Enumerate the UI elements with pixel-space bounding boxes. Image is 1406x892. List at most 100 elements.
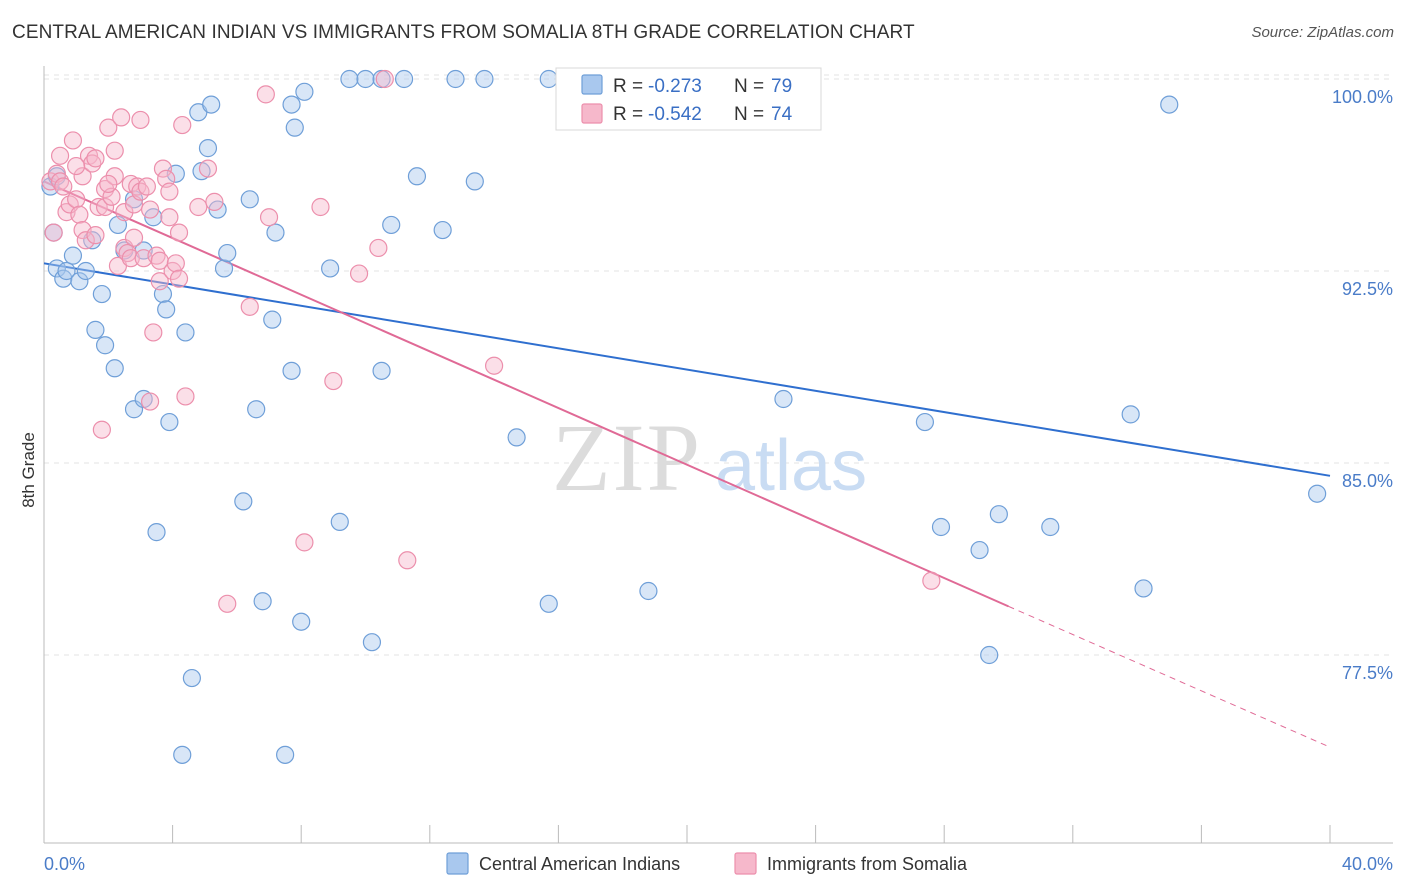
legend-label-central-american-indians: Central American Indians xyxy=(479,854,680,874)
immigrants-from-somalia-point-45 xyxy=(153,159,173,178)
immigrants-from-somalia-point-22 xyxy=(99,118,118,137)
source-label: Source: ZipAtlas.com xyxy=(1251,24,1394,41)
central-american-indians-point-61 xyxy=(475,69,494,89)
central-american-indians-point-49 xyxy=(330,512,349,531)
immigrants-from-somalia-point-72 xyxy=(169,269,189,288)
central-american-indians-point-60 xyxy=(465,172,484,191)
immigrants-from-somalia-point-40 xyxy=(140,200,160,219)
y-tick-label-2: 92.5% xyxy=(1342,279,1393,299)
central-american-indians-point-51 xyxy=(356,69,375,89)
central-american-indians-point-8 xyxy=(76,261,95,281)
central-american-indians-point-68 xyxy=(774,389,793,409)
immigrants-from-somalia-point-59 xyxy=(259,208,279,227)
series-central-american-indians xyxy=(41,69,1327,764)
central-american-indians-point-36 xyxy=(234,492,253,511)
central-american-indians-point-54 xyxy=(372,361,391,380)
immigrants-from-somalia-point-60 xyxy=(295,533,314,552)
x-tick-label-min: 0.0% xyxy=(44,854,85,874)
legend-label-immigrants-from-somalia: Immigrants from Somalia xyxy=(767,854,968,874)
immigrants-from-somalia-point-53 xyxy=(189,197,208,217)
central-american-indians-point-24 xyxy=(160,412,179,432)
central-american-indians-point-13 xyxy=(105,359,124,378)
stats-n-value-blue: 79 xyxy=(771,76,792,97)
central-american-indians-point-31 xyxy=(198,139,218,158)
immigrants-from-somalia-point-27 xyxy=(112,108,131,127)
watermark-atlas: atlas xyxy=(715,426,867,506)
immigrants-from-somalia-point-41 xyxy=(144,323,163,342)
central-american-indians-point-7 xyxy=(70,272,89,291)
immigrants-from-somalia-point-57 xyxy=(240,297,259,316)
central-american-indians-point-12 xyxy=(95,336,115,355)
immigrants-from-somalia-point-21 xyxy=(95,197,115,217)
central-american-indians-point-62 xyxy=(507,428,526,447)
central-american-indians-point-55 xyxy=(382,215,401,235)
central-american-indians-point-75 xyxy=(1121,405,1140,424)
immigrants-from-somalia-point-36 xyxy=(131,110,150,130)
central-american-indians-point-71 xyxy=(970,540,989,560)
central-american-indians-point-41 xyxy=(266,223,285,242)
immigrants-from-somalia-point-64 xyxy=(369,238,388,258)
immigrants-from-somalia-point-55 xyxy=(205,192,224,211)
central-american-indians-point-27 xyxy=(176,323,195,342)
immigrants-from-somalia-point-1 xyxy=(44,223,63,242)
immigrants-from-somalia-point-8 xyxy=(63,131,83,150)
grid-lines xyxy=(44,74,1393,656)
immigrants-from-somalia-point-58 xyxy=(256,85,275,104)
immigrants-from-somalia-point-62 xyxy=(324,371,343,391)
immigrants-from-somalia-point-30 xyxy=(118,243,137,263)
y-tick-label-0: 77.5% xyxy=(1342,663,1393,683)
immigrants-from-somalia-point-17 xyxy=(86,226,105,245)
central-american-indians-point-6 xyxy=(63,246,83,265)
central-american-indians-point-44 xyxy=(282,95,301,114)
stats-n-label-blue: N = xyxy=(734,76,764,97)
immigrants-from-somalia-point-4 xyxy=(50,146,70,165)
y-tick-label-3: 100.0% xyxy=(1332,87,1393,107)
trend-line-immigrants-from-somalia-extrapolated xyxy=(1008,605,1331,748)
immigrants-from-somalia-point-5 xyxy=(54,177,73,196)
central-american-indians-point-43 xyxy=(282,361,301,380)
central-american-indians-point-78 xyxy=(1160,95,1179,114)
immigrants-from-somalia-point-67 xyxy=(485,356,504,375)
central-american-indians-point-46 xyxy=(292,612,311,631)
central-american-indians-point-34 xyxy=(214,259,234,278)
immigrants-from-somalia-point-49 xyxy=(166,254,185,273)
chart-title: CENTRAL AMERICAN INDIAN VS IMMIGRANTS FR… xyxy=(12,22,915,43)
immigrants-from-somalia-point-52 xyxy=(176,387,195,406)
central-american-indians-point-56 xyxy=(394,69,414,89)
stats-box: R = -0.273 N = 79 R = -0.542 N = 74 xyxy=(555,67,822,131)
central-american-indians-point-52 xyxy=(362,633,382,652)
immigrants-from-somalia-point-42 xyxy=(147,246,166,265)
series-immigrants-from-somalia xyxy=(41,69,941,613)
central-american-indians-point-37 xyxy=(240,190,259,209)
immigrants-from-somalia-point-19 xyxy=(92,420,111,439)
stats-r-label-blue: R = xyxy=(613,76,643,97)
immigrants-from-somalia-point-63 xyxy=(349,264,369,283)
central-american-indians-point-21 xyxy=(147,523,166,542)
immigrants-from-somalia-point-32 xyxy=(121,249,140,268)
central-american-indians-point-76 xyxy=(1134,579,1153,598)
central-american-indians-point-59 xyxy=(446,69,465,89)
watermark-zip: ZIP xyxy=(552,404,702,511)
immigrants-from-somalia-point-73 xyxy=(124,228,144,247)
immigrants-from-somalia-point-50 xyxy=(169,223,189,242)
trend-line-immigrants-from-somalia xyxy=(43,180,1009,608)
stats-n-label-pink: N = xyxy=(734,104,764,125)
central-american-indians-point-39 xyxy=(253,592,272,611)
legend: Central American Indians Immigrants from… xyxy=(446,852,968,875)
axes xyxy=(43,66,1393,844)
stats-r-label-pink: R = xyxy=(613,104,643,125)
central-american-indians-point-64 xyxy=(539,594,558,613)
immigrants-from-somalia-point-68 xyxy=(922,571,941,590)
y-tick-labels: 77.5% 85.0% 92.5% 100.0% xyxy=(1332,87,1393,683)
central-american-indians-point-42 xyxy=(276,745,295,764)
central-american-indians-point-50 xyxy=(340,69,359,89)
immigrants-from-somalia-point-38 xyxy=(137,177,156,196)
immigrants-from-somalia-point-18 xyxy=(89,197,108,217)
immigrants-from-somalia-point-10 xyxy=(70,205,89,224)
central-american-indians-point-38 xyxy=(247,400,266,419)
central-american-indians-point-70 xyxy=(931,517,951,537)
central-american-indians-point-23 xyxy=(157,300,176,319)
immigrants-from-somalia-point-51 xyxy=(173,115,192,135)
central-american-indians-point-74 xyxy=(1041,517,1060,537)
legend-swatch-central-american-indians xyxy=(446,852,469,875)
